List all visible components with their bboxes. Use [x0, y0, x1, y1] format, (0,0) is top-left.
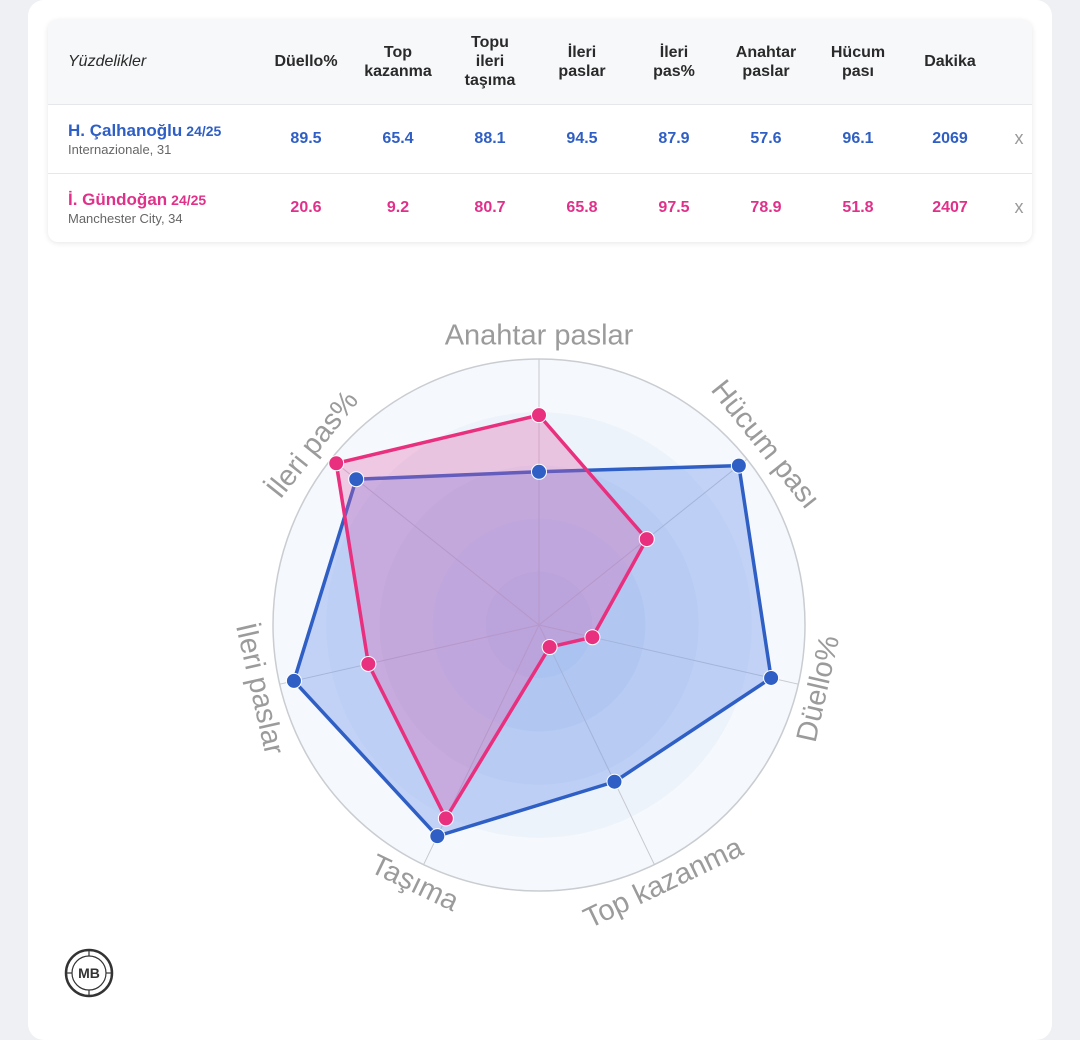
player-name[interactable]: İ. Gündoğan: [68, 189, 168, 209]
radar-spoke: [330, 458, 540, 626]
stat-value: 9.2: [386, 198, 410, 216]
player-season: 24/25: [171, 191, 207, 208]
player-season: 24/25: [186, 122, 222, 139]
data-point: [328, 455, 345, 472]
stat-value: 80.7: [474, 198, 506, 216]
data-point: [541, 639, 558, 656]
player-cell: İ. Gündoğan 24/25 Manchester City, 34: [48, 173, 260, 242]
stat-value: 96.1: [842, 129, 874, 147]
stat-value: 65.4: [382, 129, 414, 147]
remove-player-button[interactable]: x: [1014, 197, 1024, 218]
mb-logo: MB: [64, 948, 114, 998]
header-percentiles: Yüzdelikler: [68, 53, 147, 71]
data-point: [606, 773, 623, 790]
stat-value: 20.6: [290, 198, 322, 216]
table-header-row: Yüzdelikler Düello% Top kazanma Topu ileri ta…: [48, 20, 1032, 104]
data-point: [348, 471, 365, 488]
column-header[interactable]: Topu ileri taşıma: [464, 34, 516, 90]
column-header[interactable]: Düello%: [274, 53, 338, 71]
axis-label: Anahtar paslar: [445, 320, 634, 352]
data-point: [285, 672, 302, 689]
data-point: [638, 531, 655, 548]
stat-value: 87.9: [658, 129, 690, 147]
column-header[interactable]: Dakika: [924, 53, 976, 71]
column-header[interactable]: Anahtar paslar: [735, 43, 797, 80]
column-header[interactable]: Top kazanma: [364, 43, 432, 80]
remove-player-button[interactable]: x: [1014, 128, 1024, 148]
stat-value: 57.6: [750, 129, 782, 147]
data-point: [531, 463, 547, 480]
stat-value: 94.5: [566, 129, 598, 147]
data-point: [531, 407, 547, 424]
data-point: [730, 457, 747, 474]
series-area: [334, 413, 649, 821]
data-point: [360, 655, 377, 672]
stat-value: 65.8: [566, 198, 598, 216]
stat-value: 2069: [932, 129, 968, 147]
player-cell: H. Çalhanoğlu 24/25 Internazionale, 31: [48, 104, 260, 173]
stat-value: 89.5: [290, 129, 322, 147]
data-point: [763, 669, 780, 686]
table-row: İ. Gündoğan 24/25 Manchester City, 34 20.6 9…: [48, 173, 1032, 242]
stat-value: 51.8: [842, 198, 874, 216]
stat-value: 78.9: [750, 198, 782, 216]
stat-value: 88.1: [474, 129, 506, 147]
radar-spoke: [538, 624, 655, 865]
player-name[interactable]: H. Çalhanoğlu: [68, 120, 183, 140]
column-header[interactable]: İleri paslar: [558, 43, 606, 80]
svg-text:MB: MB: [78, 965, 100, 981]
column-header[interactable]: İleri pas%: [653, 43, 695, 80]
stat-value: 97.5: [658, 198, 690, 216]
table-row: H. Çalhanoğlu 24/25 Internazionale, 31 89.5…: [48, 104, 1032, 173]
column-header[interactable]: Hücum pası: [830, 43, 886, 80]
radar-spoke: [538, 624, 799, 685]
player-team: Manchester City, 34: [68, 210, 183, 226]
stat-value: 2407: [932, 198, 968, 216]
radar-spoke: [279, 624, 540, 685]
player-team: Internazionale, 31: [68, 141, 172, 157]
data-point: [429, 828, 446, 845]
percentiles-table: Yüzdelikler Düello% Top kazanma Topu ileri ta…: [48, 20, 1032, 242]
data-point: [437, 810, 454, 827]
data-point: [584, 629, 601, 646]
